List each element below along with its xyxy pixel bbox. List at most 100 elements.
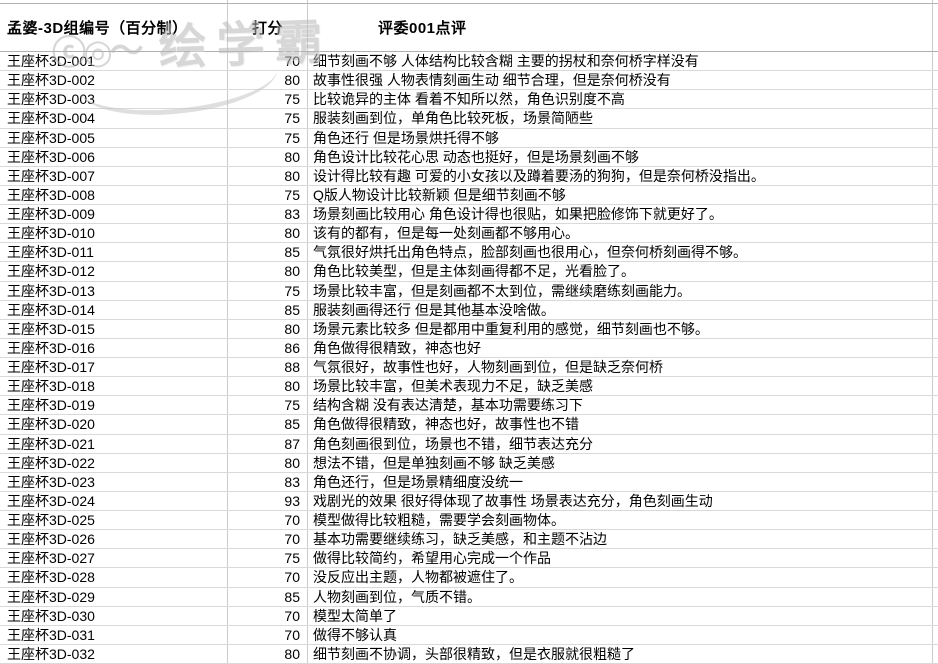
score-cell[interactable]: 80: [228, 71, 308, 90]
score-cell[interactable]: 70: [228, 52, 308, 71]
score-cell[interactable]: 80: [228, 224, 308, 243]
comment-cell[interactable]: 气氛很好，故事性也好，人物刻画到位，但是缺乏奈何桥: [308, 358, 933, 377]
score-cell[interactable]: 85: [228, 415, 308, 434]
entry-id-cell[interactable]: 王座杯3D-027: [0, 549, 228, 568]
comment-cell[interactable]: 没反应出主题，人物都被遮住了。: [308, 568, 933, 587]
entry-id-cell[interactable]: 王座杯3D-013: [0, 281, 228, 300]
comment-cell[interactable]: Q版人物设计比较新颖 但是细节刻画不够: [308, 185, 933, 204]
entry-id-cell[interactable]: 王座杯3D-006: [0, 147, 228, 166]
comment-cell[interactable]: 角色还行 但是场景烘托得不够: [308, 128, 933, 147]
entry-id-cell[interactable]: 王座杯3D-004: [0, 109, 228, 128]
entry-id-cell[interactable]: 王座杯3D-005: [0, 128, 228, 147]
entry-id-cell[interactable]: 王座杯3D-029: [0, 587, 228, 606]
score-cell[interactable]: 83: [228, 205, 308, 224]
score-cell[interactable]: 85: [228, 587, 308, 606]
comment-cell[interactable]: 戏剧光的效果 很好得体现了故事性 场景表达充分，角色刻画生动: [308, 491, 933, 510]
comment-cell[interactable]: 模型做得比较粗糙，需要学会刻画物体。: [308, 511, 933, 530]
score-cell[interactable]: 70: [228, 568, 308, 587]
score-cell[interactable]: 70: [228, 530, 308, 549]
column-header-judge-comment[interactable]: 评委001点评: [308, 4, 933, 51]
comment-cell[interactable]: 设计得比较有趣 可爱的小女孩以及蹲着要汤的狗狗，但是奈何桥没指出。: [308, 166, 933, 185]
column-header-entry-id[interactable]: 孟婆-3D组编号（百分制）: [0, 4, 228, 51]
comment-cell[interactable]: 角色比较美型，但是主体刻画得都不足，光看脸了。: [308, 262, 933, 281]
entry-id-cell[interactable]: 王座杯3D-014: [0, 300, 228, 319]
entry-id-cell[interactable]: 王座杯3D-020: [0, 415, 228, 434]
comment-cell[interactable]: 角色设计比较花心思 动态也挺好，但是场景刻画不够: [308, 147, 933, 166]
entry-id-cell[interactable]: 王座杯3D-017: [0, 358, 228, 377]
comment-cell[interactable]: 人物刻画到位，气质不错。: [308, 587, 933, 606]
comment-cell[interactable]: 细节刻画不协调，头部很精致，但是衣服就很粗糙了: [308, 644, 933, 663]
entry-id-cell[interactable]: 王座杯3D-021: [0, 434, 228, 453]
comment-cell[interactable]: 气氛很好烘托出角色特点，脸部刻画也很用心，但奈何桥刻画得不够。: [308, 243, 933, 262]
entry-id-cell[interactable]: 王座杯3D-031: [0, 625, 228, 644]
comment-cell[interactable]: 模型太简单了: [308, 606, 933, 625]
entry-id-cell[interactable]: 王座杯3D-018: [0, 377, 228, 396]
entry-id-cell[interactable]: 王座杯3D-028: [0, 568, 228, 587]
entry-id-cell[interactable]: 王座杯3D-016: [0, 338, 228, 357]
entry-id-cell[interactable]: 王座杯3D-011: [0, 243, 228, 262]
entry-id-cell[interactable]: 王座杯3D-030: [0, 606, 228, 625]
entry-id-cell[interactable]: 王座杯3D-025: [0, 511, 228, 530]
comment-cell[interactable]: 做得比较简约，希望用心完成一个作品: [308, 549, 933, 568]
entry-id-cell[interactable]: 王座杯3D-022: [0, 453, 228, 472]
score-cell[interactable]: 93: [228, 491, 308, 510]
score-cell[interactable]: 75: [228, 396, 308, 415]
score-cell[interactable]: 80: [228, 644, 308, 663]
score-cell[interactable]: 83: [228, 472, 308, 491]
entry-id-cell[interactable]: 王座杯3D-007: [0, 166, 228, 185]
score-cell[interactable]: 87: [228, 434, 308, 453]
entry-id-cell[interactable]: 王座杯3D-002: [0, 71, 228, 90]
score-cell[interactable]: 75: [228, 549, 308, 568]
entry-id-cell[interactable]: 王座杯3D-015: [0, 319, 228, 338]
comment-cell[interactable]: 角色做得很精致，神态也好: [308, 338, 933, 357]
column-header-score[interactable]: 打分: [228, 4, 308, 51]
entry-id-cell[interactable]: 王座杯3D-026: [0, 530, 228, 549]
comment-cell[interactable]: 服装刻画得还行 但是其他基本没啥做。: [308, 300, 933, 319]
comment-cell[interactable]: 场景刻画比较用心 角色设计得也很贴，如果把脸修饰下就更好了。: [308, 205, 933, 224]
comment-cell[interactable]: 结构含糊 没有表达清楚，基本功需要练习下: [308, 396, 933, 415]
score-cell[interactable]: 80: [228, 262, 308, 281]
comment-cell[interactable]: 想法不错，但是单独刻画不够 缺乏美感: [308, 453, 933, 472]
score-cell[interactable]: 80: [228, 453, 308, 472]
score-cell[interactable]: 80: [228, 319, 308, 338]
comment-cell[interactable]: 场景元素比较多 但是都用中重复利用的感觉，细节刻画也不够。: [308, 319, 933, 338]
score-cell[interactable]: 80: [228, 166, 308, 185]
score-cell[interactable]: 75: [228, 185, 308, 204]
comment-cell[interactable]: 角色还行，但是场景精细度没统一: [308, 472, 933, 491]
entry-id-cell[interactable]: 王座杯3D-032: [0, 644, 228, 663]
entry-id-cell[interactable]: 王座杯3D-023: [0, 472, 228, 491]
score-cell[interactable]: 75: [228, 90, 308, 109]
comment-cell[interactable]: 场景比较丰富，但是刻画都不太到位，需继续磨练刻画能力。: [308, 281, 933, 300]
score-cell[interactable]: 80: [228, 377, 308, 396]
score-cell[interactable]: 70: [228, 511, 308, 530]
score-cell[interactable]: 70: [228, 625, 308, 644]
comment-cell[interactable]: 角色做得很精致，神态也好，故事性也不错: [308, 415, 933, 434]
entry-id-cell[interactable]: 王座杯3D-024: [0, 491, 228, 510]
score-cell[interactable]: 70: [228, 606, 308, 625]
comment-cell[interactable]: 基本功需要继续练习，缺乏美感，和主题不沾边: [308, 530, 933, 549]
comment-cell[interactable]: 比较诡异的主体 看着不知所以然，角色识别度不高: [308, 90, 933, 109]
entry-id-cell[interactable]: 王座杯3D-008: [0, 185, 228, 204]
score-cell[interactable]: 85: [228, 300, 308, 319]
score-cell[interactable]: 85: [228, 243, 308, 262]
comment-cell[interactable]: 做得不够认真: [308, 625, 933, 644]
comment-cell[interactable]: 细节刻画不够 人体结构比较含糊 主要的拐杖和奈何桥字样没有: [308, 52, 933, 71]
score-cell[interactable]: 75: [228, 128, 308, 147]
entry-id-cell[interactable]: 王座杯3D-019: [0, 396, 228, 415]
comment-cell[interactable]: 角色刻画很到位，场景也不错，细节表达充分: [308, 434, 933, 453]
empty-cell: [933, 52, 938, 70]
score-cell[interactable]: 88: [228, 358, 308, 377]
entry-id-cell[interactable]: 王座杯3D-010: [0, 224, 228, 243]
comment-cell[interactable]: 服装刻画到位，单角色比较死板，场景简陋些: [308, 109, 933, 128]
comment-cell[interactable]: 场景比较丰富，但美术表现力不足，缺乏美感: [308, 377, 933, 396]
entry-id-cell[interactable]: 王座杯3D-001: [0, 52, 228, 71]
score-cell[interactable]: 86: [228, 338, 308, 357]
entry-id-cell[interactable]: 王座杯3D-012: [0, 262, 228, 281]
comment-cell[interactable]: 故事性很强 人物表情刻画生动 细节合理，但是奈何桥没有: [308, 71, 933, 90]
entry-id-cell[interactable]: 王座杯3D-009: [0, 205, 228, 224]
comment-cell[interactable]: 该有的都有，但是每一处刻画都不够用心。: [308, 224, 933, 243]
score-cell[interactable]: 75: [228, 281, 308, 300]
score-cell[interactable]: 80: [228, 147, 308, 166]
entry-id-cell[interactable]: 王座杯3D-003: [0, 90, 228, 109]
score-cell[interactable]: 75: [228, 109, 308, 128]
